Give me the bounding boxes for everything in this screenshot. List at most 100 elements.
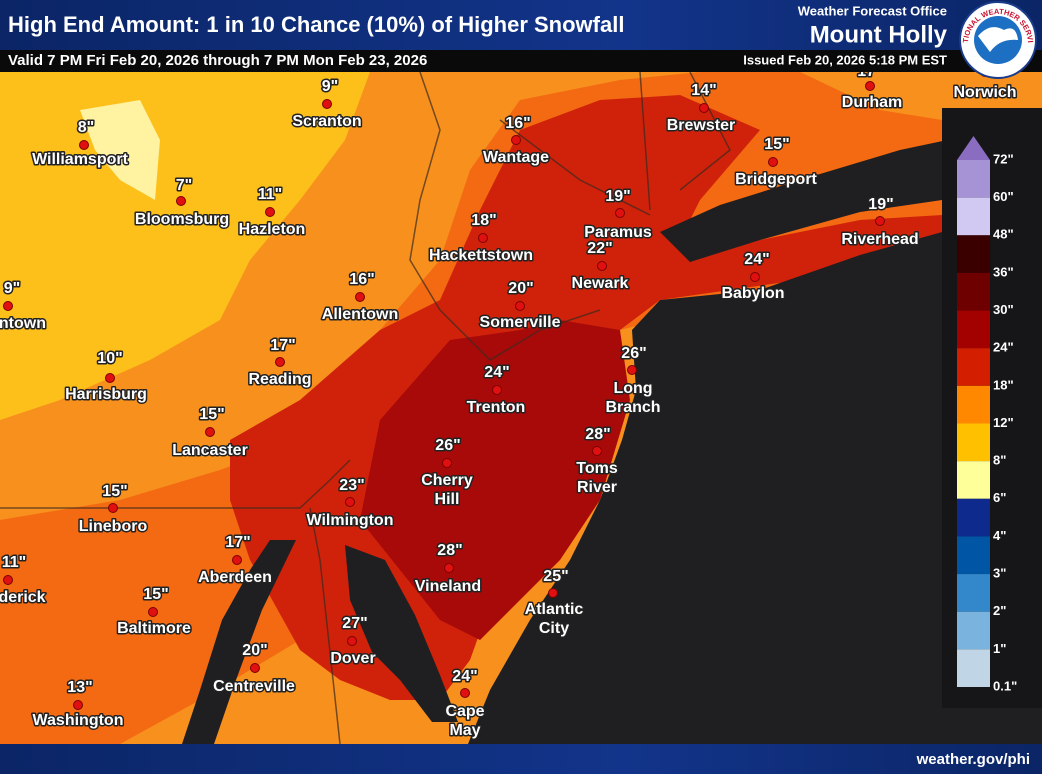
city-name: Hazleton	[239, 221, 306, 238]
delaware-bay	[345, 545, 458, 722]
city-dot	[345, 497, 355, 507]
city-dot	[615, 208, 625, 218]
city-name: Trenton	[467, 399, 526, 416]
subheader-bar	[0, 50, 1042, 72]
legend-swatch	[957, 160, 990, 198]
city-name: Long Branch	[605, 380, 660, 416]
city: 28" Toms River	[575, 425, 620, 498]
legend-swatch	[957, 348, 990, 386]
legend-label: 3"	[993, 566, 1006, 581]
header-bar	[0, 0, 1042, 50]
snow-amount: 24"	[452, 668, 477, 685]
city-dot	[768, 157, 778, 167]
office-label: Weather Forecast Office	[798, 3, 947, 18]
snow-amount: 24"	[484, 364, 509, 381]
city-name-line: Long	[613, 380, 652, 397]
city-dot	[322, 99, 332, 109]
footer-bar	[0, 744, 1042, 774]
snow-amount: 15"	[199, 406, 224, 423]
city: 16" Wantage	[481, 114, 550, 168]
legend-swatch	[957, 498, 990, 537]
snow-amount: 17"	[270, 337, 295, 354]
legend-label: 18"	[993, 377, 1014, 392]
city-name: Lineboro	[79, 518, 148, 535]
city-name: Aberdeen	[198, 569, 272, 586]
snow-amount: 15"	[764, 136, 789, 153]
city-name-line: May	[449, 722, 480, 739]
legend-label: 72"	[993, 151, 1014, 166]
border	[409, 72, 601, 361]
border	[499, 119, 651, 216]
city-name-line: Branch	[605, 399, 660, 416]
city-name-line: Cape	[445, 703, 484, 720]
legend-swatch	[957, 235, 990, 273]
city: 24" Babylon	[720, 250, 786, 304]
snow-amount: 13"	[67, 679, 92, 696]
map-area: 8" Williamsport 9" Scranton 7" Bloomsburg 11" H…	[0, 72, 1042, 744]
city-name-line: Toms	[576, 460, 618, 477]
city-dot	[79, 140, 89, 150]
legend-label: 4"	[993, 528, 1006, 543]
city: 9" lintown	[0, 279, 47, 334]
city-name: Norwich	[953, 84, 1016, 101]
city-name: Paramus	[584, 224, 652, 241]
city-dot	[250, 663, 260, 673]
city: 15" Lancaster	[171, 405, 250, 461]
city-dot	[73, 700, 83, 710]
city-dot	[347, 636, 357, 646]
legend-label: 1"	[993, 641, 1006, 656]
city-dot	[232, 555, 242, 565]
snow-amount: 11"	[2, 554, 27, 571]
legend-label: 60"	[993, 189, 1014, 204]
legend-swatch	[957, 649, 990, 687]
borders	[0, 72, 731, 744]
city-name: Brewster	[667, 117, 735, 134]
city-dot	[176, 196, 186, 206]
city-dot	[108, 503, 118, 513]
city: 27" Dover	[329, 614, 377, 669]
legend-label: 0.1"	[993, 678, 1017, 693]
city-name: Somerville	[480, 314, 561, 331]
city-dot	[597, 261, 607, 271]
legend-label: 8"	[993, 453, 1006, 468]
office-name: Mount Holly	[810, 21, 948, 48]
city-dot	[865, 81, 875, 91]
city-name: Cherry Hill	[421, 472, 473, 508]
city-name: Durham	[842, 94, 902, 111]
city-dot	[3, 301, 13, 311]
city-dot	[511, 135, 521, 145]
snow-amount: 24"	[744, 251, 769, 268]
legend-swatch	[957, 423, 990, 462]
city-name: lintown	[0, 315, 46, 332]
snow-amount: 20"	[508, 280, 533, 297]
city-name: Scranton	[292, 113, 361, 130]
city-dot	[148, 607, 158, 617]
city-layer: 8" Williamsport 9" Scranton 7" Bloomsburg 11" H…	[0, 72, 1018, 741]
city: 19" Riverhead	[840, 195, 920, 250]
snow-amount: 22"	[587, 240, 612, 257]
legend-label: 2"	[993, 603, 1006, 618]
city-name-line: City	[539, 620, 569, 637]
legend-swatch	[957, 611, 990, 650]
city-dot	[627, 365, 637, 375]
city-dot	[478, 233, 488, 243]
city-name: Reading	[248, 371, 311, 388]
city: 11" derick	[0, 553, 47, 608]
snow-amount: 26"	[621, 345, 646, 362]
city: 25" Atlantic City	[523, 567, 585, 639]
snow-amount: 28"	[437, 542, 462, 559]
city: 15" Lineboro	[77, 482, 149, 537]
city: 18" Hackettstown	[427, 211, 534, 266]
legend-swatch	[957, 272, 990, 311]
snow-amount: 28"	[585, 426, 610, 443]
snow-amount: 17"	[225, 534, 250, 551]
chesapeake-bay	[182, 540, 296, 744]
legend-label: 36"	[993, 264, 1014, 279]
city-dot	[265, 207, 275, 217]
legend-swatch	[957, 385, 990, 424]
border	[679, 72, 731, 191]
city-name: Lancaster	[172, 442, 248, 459]
city: 13" Washington	[31, 678, 125, 731]
city-name: Wantage	[483, 149, 549, 166]
